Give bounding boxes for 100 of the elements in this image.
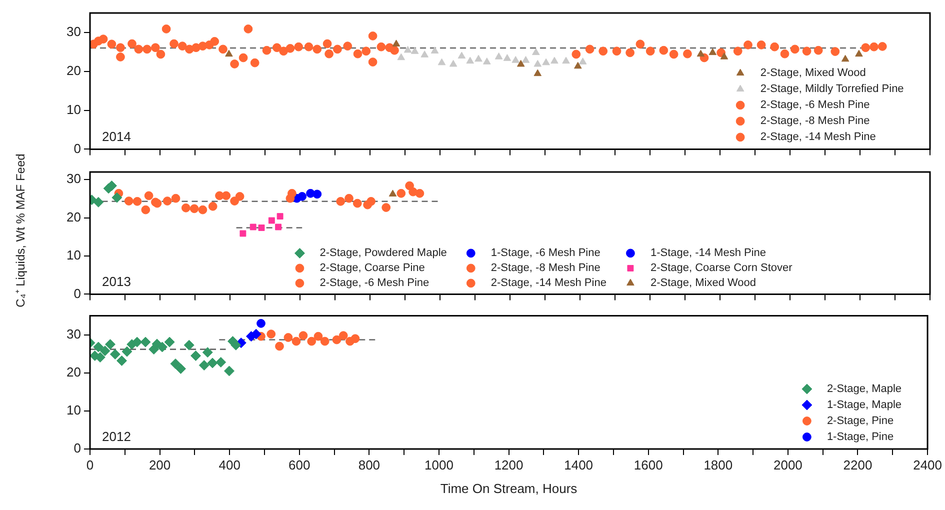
point (466, 56, 474, 64)
x-tick-label: 1600 (634, 457, 663, 472)
point (474, 54, 482, 62)
point (438, 58, 446, 66)
x-tick-label: 400 (218, 457, 240, 472)
x-tick-label: 1400 (564, 457, 594, 472)
legend-label: 2-Stage, Coarse Corn Stover (650, 262, 793, 274)
point (235, 192, 244, 201)
point (320, 336, 330, 346)
point (532, 48, 540, 56)
point (483, 58, 491, 64)
annotation: 2013 (102, 274, 131, 290)
point (298, 331, 308, 340)
y-tick-label: 0 (74, 440, 81, 456)
point (585, 44, 594, 54)
point (574, 62, 582, 69)
point (164, 336, 175, 348)
point (100, 346, 110, 356)
x-axis-title: Time On Stream, Hours (440, 480, 578, 496)
point (534, 60, 542, 67)
point (314, 332, 323, 341)
legend-label: 2-Stage, -8 Mesh Pine (760, 115, 870, 128)
legend-label: 2-Stage, Pine (826, 415, 894, 428)
legend-label: 2-Stage, -6 Mesh Pine (760, 99, 870, 112)
x-tick-label: 1200 (494, 457, 524, 472)
point (503, 54, 512, 61)
point (512, 56, 520, 63)
point (304, 42, 314, 52)
point (190, 204, 199, 214)
point (332, 335, 342, 344)
point (343, 42, 352, 51)
x-tick-label: 1000 (424, 457, 454, 472)
point (262, 46, 272, 55)
point (404, 46, 412, 53)
point (333, 44, 342, 54)
point (830, 47, 840, 56)
point (238, 53, 248, 62)
point (598, 46, 608, 56)
point (207, 358, 218, 368)
legend-label: 2-Stage, Maple (826, 383, 902, 396)
point (494, 52, 503, 60)
point (230, 60, 239, 68)
point (198, 360, 210, 371)
point (266, 330, 276, 339)
point (210, 36, 220, 46)
point (144, 191, 154, 200)
x-tick-label: 200 (148, 457, 171, 472)
point (279, 46, 288, 56)
point (366, 196, 376, 206)
y-tick-label: 0 (74, 140, 81, 156)
y-tick-label: 20 (66, 364, 81, 380)
point (116, 52, 125, 62)
legend-label: 1-Stage, Maple (826, 399, 902, 412)
legend-label: 1-Stage, -14 Mesh Pine (650, 247, 766, 260)
point (151, 43, 160, 52)
point (780, 49, 790, 58)
point (258, 224, 265, 231)
legend-label: 2-Stage, Mixed Wood (650, 277, 756, 290)
point (141, 205, 150, 214)
point (659, 46, 668, 55)
point (134, 44, 144, 54)
point (286, 44, 295, 53)
point (338, 331, 348, 340)
annotation: 2012 (102, 429, 131, 444)
point (216, 356, 226, 368)
legend-label: 1-Stage, Pine (826, 431, 894, 444)
point (275, 342, 284, 351)
point (353, 49, 362, 58)
point (420, 50, 428, 58)
point (298, 192, 307, 201)
point (870, 42, 878, 52)
point (181, 203, 190, 212)
point (178, 42, 187, 51)
point (162, 24, 171, 34)
point (362, 46, 371, 56)
point (170, 358, 181, 369)
point (397, 53, 406, 60)
legend-label: 1-Stage, -6 Mesh Pine (490, 247, 600, 260)
legend-label: 2-Stage, Coarse Pine (320, 262, 425, 274)
point (244, 24, 253, 34)
point (578, 58, 587, 64)
point (802, 46, 812, 56)
point (288, 188, 296, 198)
point (449, 60, 458, 67)
point (368, 32, 378, 40)
point (392, 40, 400, 46)
point (93, 196, 104, 208)
point (240, 230, 246, 237)
x-tick-label: 1800 (704, 457, 733, 472)
point (250, 58, 260, 68)
point (140, 336, 151, 348)
point (224, 366, 234, 376)
point (156, 50, 166, 59)
x-tick-label: 600 (288, 457, 310, 472)
point (98, 34, 108, 44)
point (324, 49, 334, 58)
point (376, 42, 386, 52)
point (202, 347, 213, 358)
legend-label: 2-Stage, Mixed Wood (760, 67, 866, 80)
legend-label: 2-Stage, -14 Mesh Pine (490, 277, 606, 290)
